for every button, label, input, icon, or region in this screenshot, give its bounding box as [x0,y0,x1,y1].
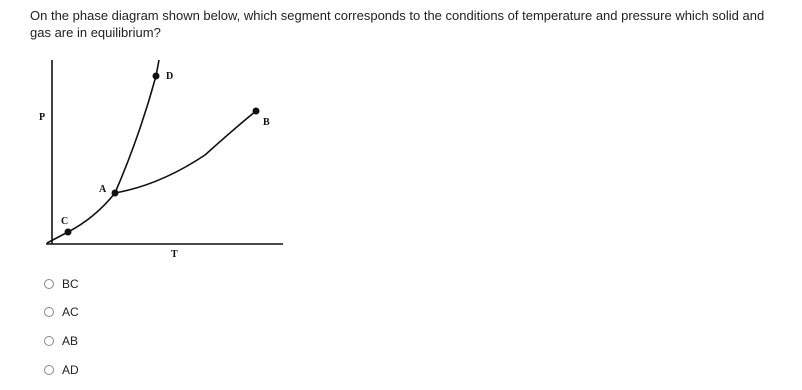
label-t: T [171,249,178,260]
option-label[interactable]: AD [62,363,79,377]
option[interactable]: BC [44,275,79,293]
radio-button[interactable] [44,336,54,346]
radio-button[interactable] [44,279,54,289]
question-text: On the phase diagram shown below, which … [30,8,765,40]
option[interactable]: AB [44,332,78,350]
option[interactable]: AC [44,303,79,321]
curve-ad [114,59,160,194]
label-a: A [99,184,107,195]
radio-button[interactable] [44,365,54,375]
option-label[interactable]: BC [62,277,79,291]
label-c: C [61,216,68,227]
points [64,72,260,236]
option-label[interactable]: AB [62,334,79,348]
curve-ab [114,110,257,194]
curve-ca [46,192,116,244]
option-label[interactable]: AC [62,305,79,319]
point-c [64,228,72,236]
radio-button[interactable] [44,307,54,317]
label-d: D [166,71,173,82]
label-b: B [263,117,270,128]
phase-diagram: P T A B C D [39,59,283,260]
diagram-lines [46,59,283,245]
option[interactable]: AD [44,361,79,379]
point-d [152,72,160,80]
point-a [111,189,119,197]
point-b [252,107,260,115]
label-p: P [39,112,45,123]
